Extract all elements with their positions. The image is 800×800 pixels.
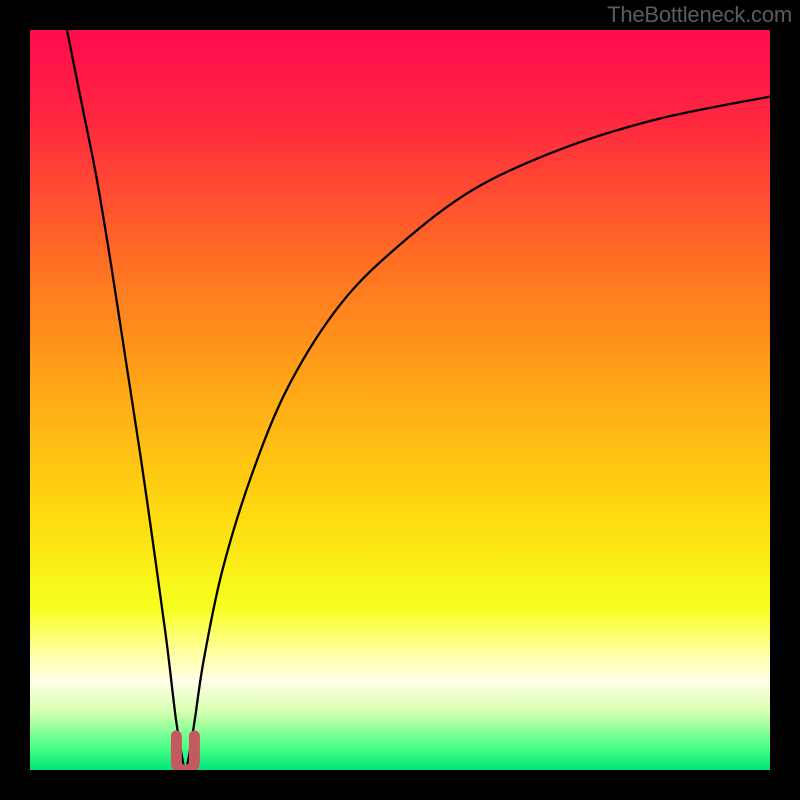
minimum-marker: [176, 736, 194, 770]
plot-area: [30, 30, 770, 770]
watermark-text: TheBottleneck.com: [607, 2, 792, 28]
plot-svg: [30, 30, 770, 770]
bottleneck-curve: [67, 30, 770, 770]
chart-container: TheBottleneck.com: [0, 0, 800, 800]
